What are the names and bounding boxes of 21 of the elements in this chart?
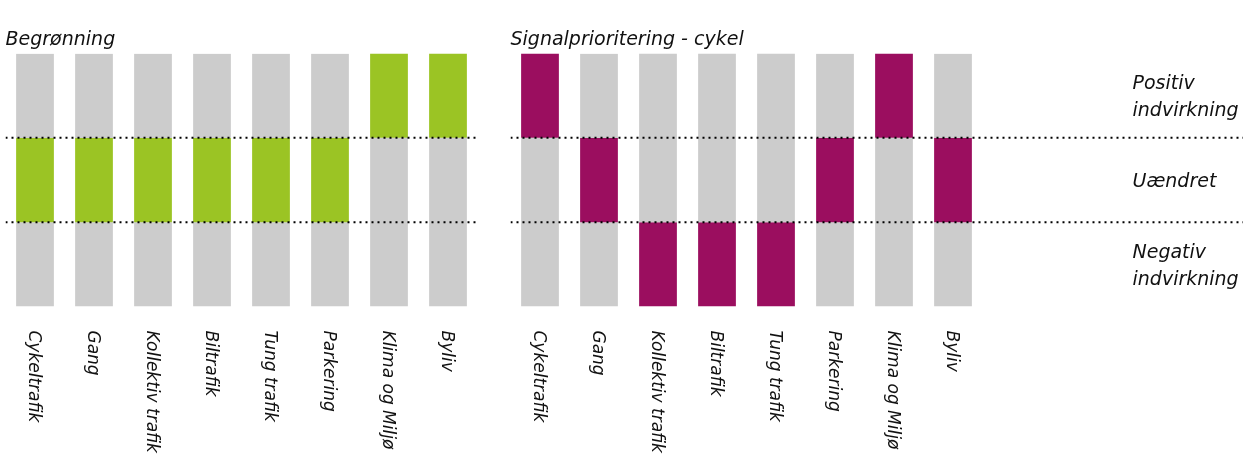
- x-tick-label: Cykeltrafik: [530, 330, 550, 424]
- x-tick-label: Byliv: [943, 330, 963, 373]
- x-tick-label: Tung trafik: [261, 330, 281, 423]
- chart-title: Begrønning: [5, 26, 116, 49]
- x-tick-label: Parkering: [825, 330, 845, 412]
- x-tick-label: Biltrafik: [202, 330, 222, 398]
- x-tick-label: Tung trafik: [766, 330, 786, 423]
- x-tick-label: Kollektiv trafik: [648, 330, 668, 455]
- text: Uændret: [1132, 169, 1218, 191]
- x-tick-label: Parkering: [320, 330, 340, 412]
- x-tick-label: Gang: [589, 330, 609, 376]
- x-tick-label: Gang: [84, 330, 104, 376]
- x-tick-label: Klima og Miljø: [884, 330, 904, 450]
- x-tick-label: Byliv: [438, 330, 458, 373]
- x-tick-label: Kollektiv trafik: [143, 330, 163, 455]
- text: Positiv indvirkning: [1132, 71, 1239, 120]
- x-tick-label: Biltrafik: [707, 330, 727, 398]
- text: Negativ indvirkning: [1132, 240, 1239, 289]
- x-tick-label: Klima og Miljø: [379, 330, 399, 450]
- x-tick-label: Cykeltrafik: [25, 330, 45, 424]
- chart-title: Signalprioritering - cykel: [510, 26, 745, 49]
